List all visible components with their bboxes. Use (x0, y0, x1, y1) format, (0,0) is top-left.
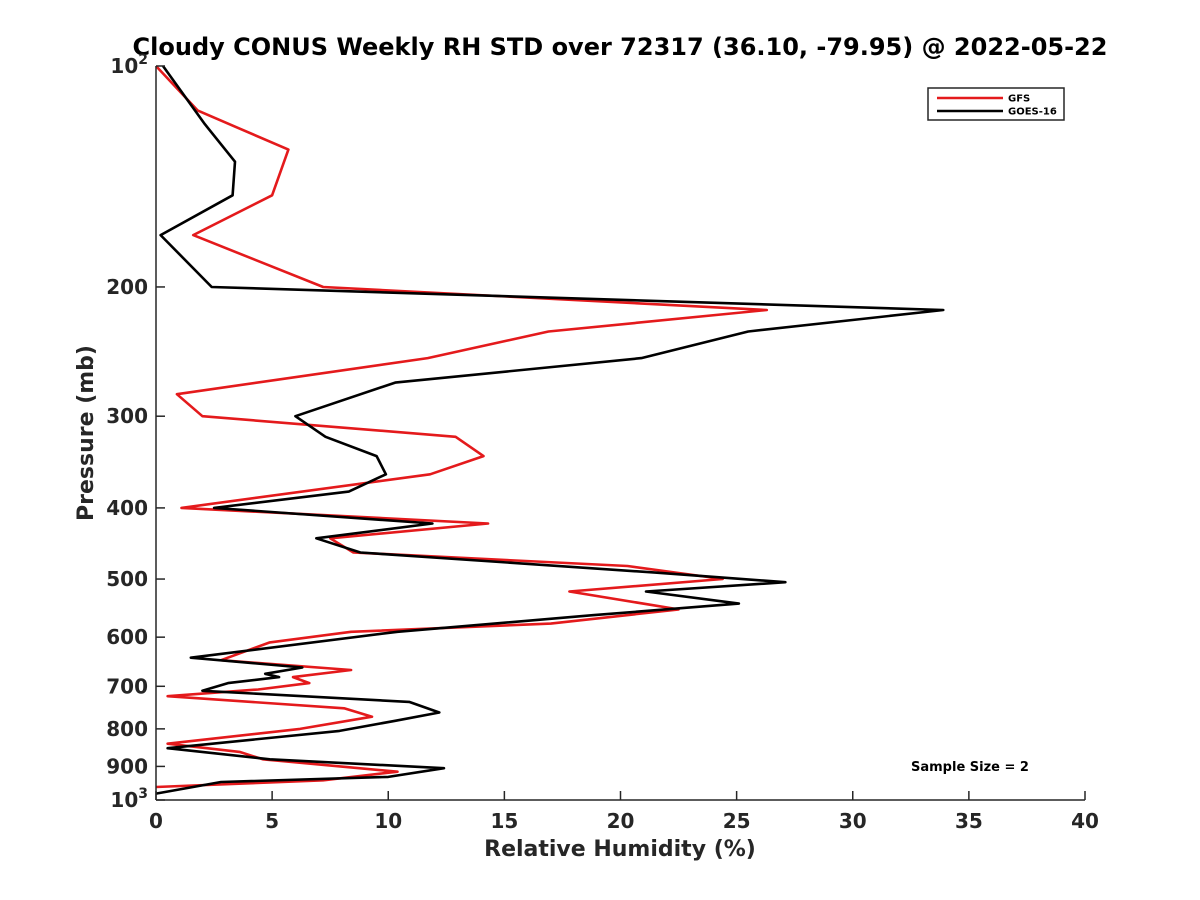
x-tick-label: 15 (490, 809, 518, 833)
y-tick-label: 600 (106, 625, 148, 649)
plot-background (156, 66, 1085, 800)
y-tick-label: 700 (106, 674, 148, 698)
series-line-goes-16 (155, 65, 945, 795)
x-tick-label: 5 (265, 809, 279, 833)
chart-title: Cloudy CONUS Weekly RH STD over 72317 (3… (133, 33, 1108, 61)
x-tick-label: 40 (1071, 809, 1099, 833)
y-tick-label: 800 (106, 717, 148, 741)
x-axis-ticks: 0 5 10 15 20 25 30 35 40 (149, 791, 1099, 833)
y-tick-label: 500 (106, 567, 148, 591)
legend: GFS GOES-16 (927, 87, 1065, 121)
legend-box (927, 87, 1065, 121)
x-tick-label: 10 (374, 809, 402, 833)
y-tick-label: 200 (106, 275, 148, 299)
legend-label: GFS (1008, 94, 1030, 105)
series-layer (155, 65, 945, 795)
x-tick-label: 25 (723, 809, 751, 833)
y-tick-label: 103 (110, 786, 148, 812)
legend-items: GFS GOES-16 (937, 94, 1057, 118)
y-axis-ticks: 102 200 300 400 500 600 700 800 900 103 (106, 52, 165, 812)
legend-label: GOES-16 (1008, 107, 1057, 118)
x-tick-label: 35 (955, 809, 983, 833)
plot-area: 0 5 10 15 20 25 30 35 40 102 200 300 400 500 600 700 80… (106, 52, 1099, 833)
y-tick-label: 300 (106, 404, 148, 428)
series-line-gfs (155, 65, 769, 789)
y-tick-label: 400 (106, 496, 148, 520)
x-tick-label: 30 (839, 809, 867, 833)
x-tick-label: 20 (607, 809, 635, 833)
y-tick-label: 900 (106, 754, 148, 778)
x-tick-label: 0 (149, 809, 163, 833)
x-axis-label: Relative Humidity (%) (484, 837, 756, 862)
sample-size-annotation: Sample Size = 2 (911, 760, 1029, 775)
y-axis-label: Pressure (mb) (74, 345, 99, 521)
y-tick-label: 102 (110, 52, 148, 78)
